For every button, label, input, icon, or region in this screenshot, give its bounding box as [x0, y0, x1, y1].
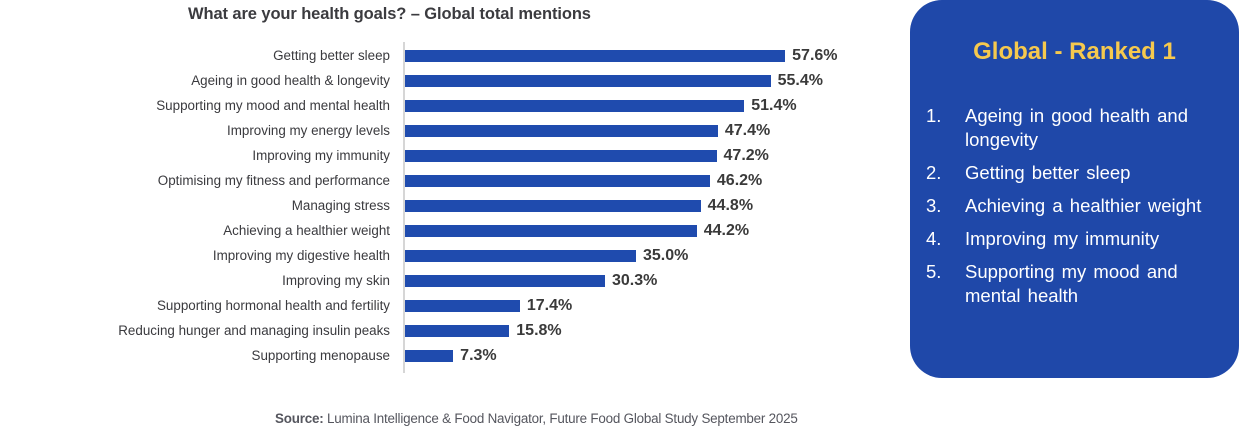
bar [405, 100, 745, 112]
rank-number: 2. [926, 162, 942, 183]
category-label: Improving my skin [282, 273, 390, 288]
bar-row: Reducing hunger and managing insulin pea… [0, 322, 900, 349]
bar [405, 50, 786, 62]
value-label: 44.8% [707, 197, 754, 214]
ranked-item: 5. Supporting my mood and mental health [926, 260, 1226, 308]
bar [405, 300, 520, 312]
source-note: Source: Lumina Intelligence & Food Navig… [275, 411, 798, 426]
rank-text: Supporting my mood and mental health [965, 261, 1178, 306]
bar-row: Achieving a healthier weight 44.2% [0, 222, 900, 249]
value-label: 7.3% [460, 347, 497, 364]
ranked-panel: Global - Ranked 1 1. Ageing in good heal… [910, 0, 1239, 378]
rank-number: 1. [926, 105, 942, 126]
category-label: Supporting menopause [251, 348, 390, 363]
rank-text: Achieving a healthier weight [965, 195, 1202, 216]
value-label: 35.0% [643, 247, 689, 264]
bar [405, 150, 717, 162]
bar-row: Improving my digestive health 35.0% [0, 247, 900, 274]
rank-text: Improving my immunity [965, 228, 1160, 249]
rank-number: 3. [926, 195, 942, 216]
category-label: Getting better sleep [273, 48, 390, 63]
ranked-item: 1. Ageing in good health and longevity [926, 104, 1226, 152]
value-label: 46.2% [716, 172, 763, 189]
category-label: Improving my energy levels [227, 123, 390, 138]
value-label: 44.2% [703, 222, 750, 239]
rank-number: 5. [926, 261, 942, 282]
value-label: 47.4% [724, 122, 771, 139]
category-label: Supporting my mood and mental health [156, 98, 390, 113]
bar-row: Supporting my mood and mental health 51.… [0, 97, 900, 124]
bar-row: Improving my skin 30.3% [0, 272, 900, 299]
bar-row: Managing stress 44.8% [0, 197, 900, 224]
value-label: 57.6% [792, 47, 838, 64]
category-label: Ageing in good health & longevity [191, 73, 390, 88]
source-label: Source: [275, 411, 324, 426]
bar [405, 325, 510, 337]
ranked-item: 3. Achieving a healthier weight [926, 194, 1226, 218]
bar-row: Improving my immunity 47.2% [0, 147, 900, 174]
bar [405, 250, 636, 262]
source-text: Lumina Intelligence & Food Navigator, Fu… [323, 411, 798, 426]
category-label: Improving my digestive health [212, 248, 390, 263]
category-label: Supporting hormonal health and fertility [157, 298, 390, 313]
bar [405, 175, 710, 187]
chart-title: What are your health goals? – Global tot… [188, 5, 591, 23]
value-label: 51.4% [751, 97, 797, 114]
panel-heading: Global - Ranked 1 [973, 38, 1176, 65]
category-label: Achieving a healthier weight [223, 223, 390, 238]
value-label: 17.4% [526, 297, 573, 314]
bar-row: Improving my energy levels 47.4% [0, 122, 900, 149]
value-label: 47.2% [723, 147, 769, 164]
value-label: 55.4% [777, 72, 823, 89]
ranked-item: 2. Getting better sleep [926, 161, 1226, 185]
ranked-item: 4. Improving my immunity [926, 227, 1226, 251]
value-label: 30.3% [611, 272, 658, 289]
bar [405, 275, 605, 287]
rank-text: Ageing in good health and longevity [965, 105, 1188, 150]
category-label: Reducing hunger and managing insulin pea… [118, 323, 390, 338]
bar-chart: Getting better sleep 57.6% Ageing in goo… [0, 42, 900, 374]
bar [405, 225, 697, 237]
bar-row: Ageing in good health & longevity 55.4% [0, 72, 900, 99]
bar-row: Supporting menopause 7.3% [0, 347, 900, 374]
category-label: Managing stress [291, 198, 390, 213]
bar [405, 200, 701, 212]
bar-row: Optimising my fitness and performance 46… [0, 172, 900, 199]
ranked-list: 1. Ageing in good health and longevity 2… [926, 104, 1226, 317]
bar-row: Getting better sleep 57.6% [0, 47, 900, 74]
category-label: Optimising my fitness and performance [157, 173, 390, 188]
rank-number: 4. [926, 228, 942, 249]
bar [405, 125, 718, 137]
category-label: Improving my immunity [252, 148, 390, 163]
rank-text: Getting better sleep [965, 162, 1131, 183]
bar [405, 75, 771, 87]
value-label: 15.8% [516, 322, 562, 339]
bar-row: Supporting hormonal health and fertility… [0, 297, 900, 324]
bar [405, 350, 454, 362]
y-axis-line [403, 42, 405, 373]
